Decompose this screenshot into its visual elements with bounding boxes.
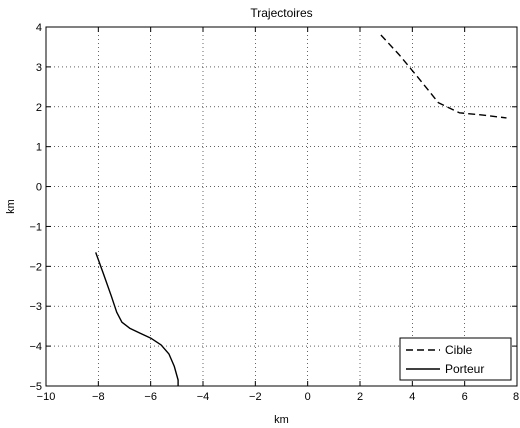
y-axis-label: km — [5, 199, 17, 214]
chart-title: Trajectoires — [250, 6, 312, 20]
x-tick-label: 0 — [305, 391, 311, 403]
y-tick-label: −5 — [29, 381, 42, 393]
y-tick-label: −3 — [29, 301, 42, 313]
x-tick-label: −6 — [144, 391, 157, 403]
y-tick-label: −2 — [29, 261, 42, 273]
series-line-cible — [380, 34, 507, 119]
legend-label-porteur: Porteur — [445, 362, 484, 376]
x-tick-label: −10 — [37, 391, 56, 403]
y-tick-label: 2 — [36, 102, 42, 114]
legend-label-cible: Cible — [445, 343, 473, 357]
x-axis-label: km — [274, 414, 289, 426]
x-tick-label: 4 — [409, 391, 415, 403]
x-tick-label: −2 — [249, 391, 262, 403]
y-tick-label: 0 — [36, 182, 42, 194]
y-tick-label: 3 — [36, 62, 42, 74]
y-tick-label: 4 — [36, 22, 42, 34]
legend: Cible Porteur — [399, 337, 512, 381]
y-tick-label: −4 — [29, 341, 42, 353]
y-tick-label: 1 — [36, 142, 42, 154]
x-tick-label: 8 — [513, 391, 519, 403]
x-tick-label: 2 — [357, 391, 363, 403]
y-tick-label: −1 — [29, 221, 42, 233]
x-tick-label: 6 — [462, 391, 468, 403]
x-tick-label: −8 — [92, 391, 105, 403]
series-lines — [95, 34, 507, 386]
x-tick-label: −4 — [197, 391, 210, 403]
legend-box — [399, 337, 512, 381]
series-line-porteur — [95, 252, 179, 386]
plot-area-frame — [45, 26, 518, 387]
